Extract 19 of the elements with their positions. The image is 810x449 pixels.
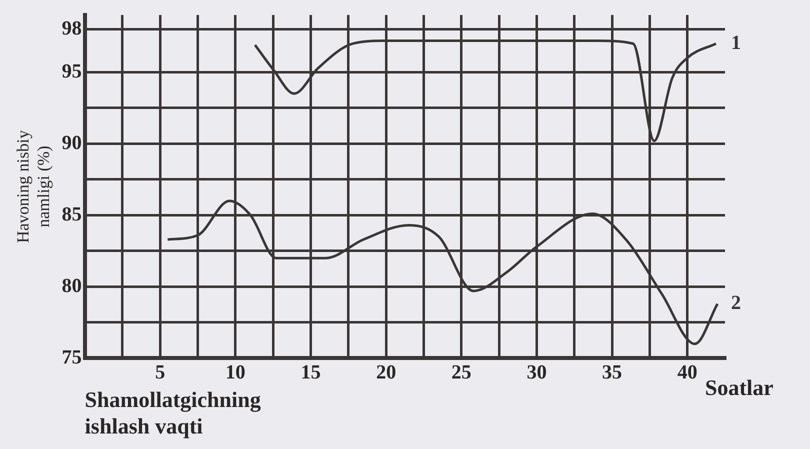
y-axis-title: Havoning nisbiy namligi (%) bbox=[14, 130, 54, 244]
x-tick-label: 30 bbox=[526, 361, 547, 384]
y-tick-label: 90 bbox=[62, 132, 82, 154]
y-tick-label: 75 bbox=[62, 346, 82, 368]
x-tick-label: 40 bbox=[677, 361, 698, 384]
x-tick-label: 5 bbox=[155, 361, 166, 384]
x-tick-label: 35 bbox=[602, 361, 622, 384]
series-label: 1 bbox=[731, 32, 741, 54]
y-tick-label: 95 bbox=[62, 60, 82, 82]
x-axis-title: Shamollatgichning ishlash vaqti bbox=[84, 387, 261, 438]
x-tick-label: 25 bbox=[451, 361, 472, 384]
series-label: 2 bbox=[731, 292, 741, 314]
y-tick-label: 85 bbox=[62, 203, 82, 226]
x-tick-label: 20 bbox=[376, 361, 396, 384]
x-tick-label: 10 bbox=[225, 361, 246, 384]
x-tick-label: 15 bbox=[300, 361, 321, 384]
y-tick-label: 80 bbox=[62, 274, 82, 297]
text: Soatlar bbox=[705, 374, 774, 400]
y-tick-label: 98 bbox=[62, 17, 82, 40]
